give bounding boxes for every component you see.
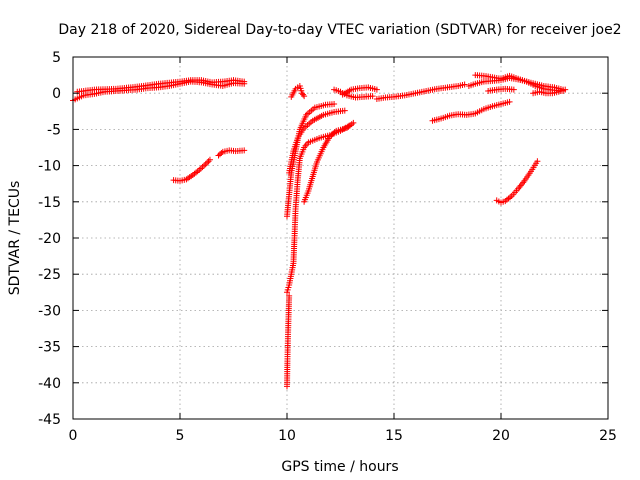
data-point bbox=[461, 81, 468, 88]
data-point bbox=[218, 150, 225, 157]
data-point bbox=[369, 93, 376, 100]
data-point bbox=[350, 119, 357, 126]
chart-title: Day 218 of 2020, Sidereal Day-to-day VTE… bbox=[58, 22, 621, 38]
series-arc-11 bbox=[339, 84, 380, 98]
y-tick-label: -5 bbox=[47, 122, 61, 138]
tick-labels: 0 5 10 15 20 25 5 0 -5 -10 -15 -20 -25 -30 -35 -40 -45 bbox=[38, 50, 617, 444]
data-point bbox=[510, 86, 517, 93]
series-arc-2 bbox=[170, 156, 213, 184]
data-point bbox=[205, 158, 212, 165]
series-arc-9 bbox=[288, 82, 308, 100]
x-tick-label: 0 bbox=[69, 428, 78, 444]
data-point bbox=[341, 107, 348, 114]
data-point bbox=[241, 147, 248, 154]
series-arc-17 bbox=[530, 86, 569, 97]
series-arc-5 bbox=[284, 122, 353, 296]
data-point bbox=[373, 86, 380, 93]
data-point bbox=[206, 156, 213, 163]
data-point bbox=[301, 93, 308, 100]
x-tick-label: 25 bbox=[599, 428, 617, 444]
data-point bbox=[241, 78, 248, 85]
data-point bbox=[506, 98, 513, 105]
x-axis-label: GPS time / hours bbox=[281, 459, 398, 475]
data-point bbox=[204, 159, 211, 166]
y-tick-label: -35 bbox=[38, 340, 61, 356]
series-arc-18 bbox=[485, 85, 517, 95]
x-tick-label: 5 bbox=[176, 428, 185, 444]
data-point bbox=[331, 101, 338, 108]
series-arc-3 bbox=[215, 147, 248, 159]
series-arc-10 bbox=[331, 86, 376, 101]
x-tick-label: 10 bbox=[278, 428, 296, 444]
y-tick-label: -45 bbox=[38, 412, 61, 428]
series-arc-8 bbox=[301, 119, 357, 205]
y-tick-label: -15 bbox=[38, 195, 61, 211]
y-tick-label: -10 bbox=[38, 159, 61, 175]
y-tick-label: -30 bbox=[38, 303, 61, 319]
data-point bbox=[202, 161, 209, 168]
series-arc-16 bbox=[493, 158, 541, 206]
series-arc-1b bbox=[74, 77, 248, 95]
x-tick-label: 20 bbox=[492, 428, 510, 444]
y-tick-label: 0 bbox=[52, 86, 61, 102]
data-point bbox=[562, 86, 569, 93]
data-point bbox=[300, 91, 307, 98]
plot-points bbox=[70, 72, 569, 390]
series-arc-13 bbox=[429, 98, 513, 124]
data-point bbox=[534, 158, 541, 165]
series-arc-4 bbox=[284, 292, 293, 390]
x-tick-label: 15 bbox=[385, 428, 403, 444]
y-tick-label: 5 bbox=[52, 50, 61, 66]
y-tick-label: -20 bbox=[38, 231, 61, 247]
ticks bbox=[72, 56, 609, 420]
data-point bbox=[286, 292, 293, 299]
series-arc-7 bbox=[286, 107, 348, 176]
y-tick-label: -25 bbox=[38, 267, 61, 283]
y-tick-label: -40 bbox=[38, 376, 61, 392]
series-arc-12 bbox=[373, 81, 468, 102]
y-axis-label: SDTVAR / TECUs bbox=[7, 181, 23, 296]
